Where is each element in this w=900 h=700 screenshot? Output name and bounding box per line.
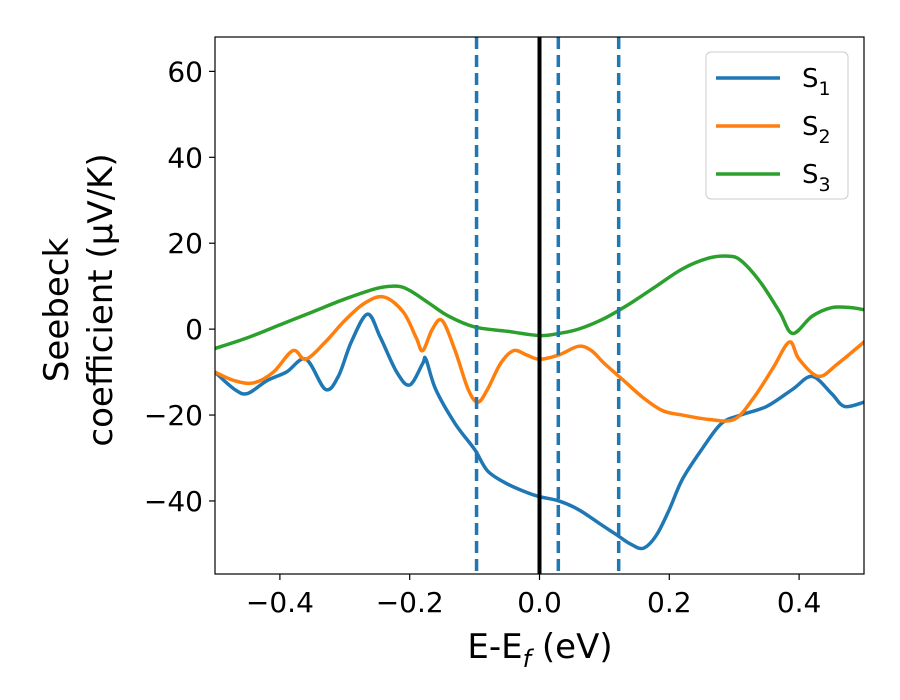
y-tick-label: 0 bbox=[185, 313, 203, 346]
y-tick-label: −20 bbox=[144, 399, 203, 432]
legend-label-s3: S3 bbox=[802, 160, 831, 196]
series-line-s2 bbox=[215, 294, 864, 423]
plot-area bbox=[215, 37, 864, 574]
y-axis-title-line2: coefficient (μV/K) bbox=[81, 153, 121, 446]
y-axis-title-line1: Seebeck bbox=[37, 238, 77, 383]
y-tick-label: −40 bbox=[144, 485, 203, 518]
series-line-s1 bbox=[215, 312, 864, 551]
x-tick-label: 0.0 bbox=[517, 586, 562, 619]
y-tick-label: 60 bbox=[167, 55, 203, 88]
y-tick-label: 20 bbox=[167, 227, 203, 260]
legend: S1 S2 S3 bbox=[705, 51, 849, 200]
x-axis-title: E-Ef (eV) bbox=[467, 627, 612, 673]
legend-label-s1: S1 bbox=[802, 64, 831, 100]
x-tick-label: 0.2 bbox=[647, 586, 692, 619]
x-tick-label: 0.4 bbox=[777, 586, 822, 619]
legend-label-s2: S2 bbox=[802, 112, 831, 148]
y-tick-label: 40 bbox=[167, 141, 203, 174]
x-tick-label: −0.4 bbox=[246, 586, 314, 619]
x-tick-label: −0.2 bbox=[376, 586, 444, 619]
axis-ticks: −0.4 −0.2 0.0 0.2 0.4 −40 −20 0 20 40 60 bbox=[144, 55, 821, 619]
series-line-s3 bbox=[215, 254, 864, 351]
